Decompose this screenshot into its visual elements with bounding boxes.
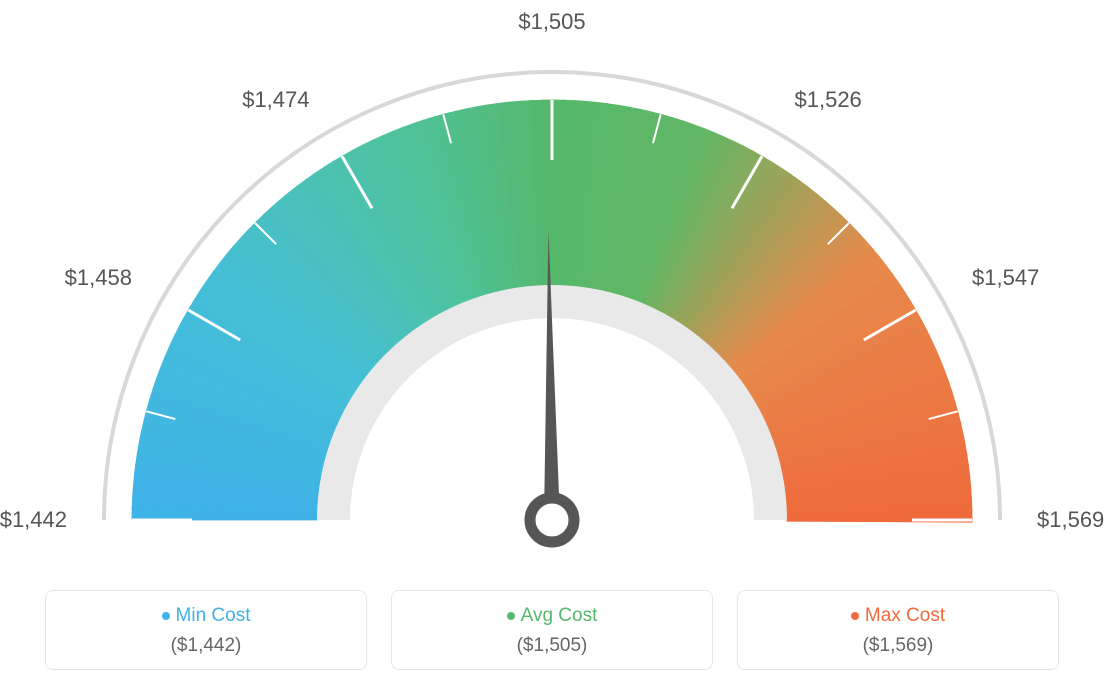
gauge-area: $1,442 $1,458 $1,474 $1,505 $1,526 $1,547 $1,5… <box>0 0 1104 560</box>
legend-title-text-max: Max Cost <box>865 605 945 626</box>
gauge-tick-label: $1,569 <box>1037 507 1104 533</box>
legend-dot-min <box>162 612 170 620</box>
legend-title-text-avg: Avg Cost <box>521 605 598 626</box>
chart-container: $1,442 $1,458 $1,474 $1,505 $1,526 $1,547 $1,5… <box>0 0 1104 690</box>
gauge-tick-label: $1,474 <box>242 87 309 113</box>
legend-title-min: Min Cost <box>46 605 366 627</box>
legend-title-avg: Avg Cost <box>392 605 712 627</box>
gauge-tick-label: $1,442 <box>0 507 67 533</box>
legend-card-avg: Avg Cost ($1,505) <box>391 590 713 670</box>
legend-row: Min Cost ($1,442) Avg Cost ($1,505) Max … <box>0 590 1104 670</box>
gauge-tick-label: $1,547 <box>972 265 1039 291</box>
legend-value-min: ($1,442) <box>46 635 366 657</box>
gauge-tick-label: $1,526 <box>795 87 862 113</box>
gauge-tick-label: $1,458 <box>65 265 132 291</box>
gauge-tick-label: $1,505 <box>518 9 585 35</box>
legend-card-min: Min Cost ($1,442) <box>45 590 367 670</box>
legend-value-max: ($1,569) <box>738 635 1058 657</box>
gauge-needle-hub <box>530 498 574 542</box>
legend-dot-max <box>851 612 859 620</box>
legend-dot-avg <box>507 612 515 620</box>
legend-title-max: Max Cost <box>738 605 1058 627</box>
legend-title-text-min: Min Cost <box>176 605 251 626</box>
gauge-svg <box>0 0 1104 560</box>
legend-card-max: Max Cost ($1,569) <box>737 590 1059 670</box>
legend-value-avg: ($1,505) <box>392 635 712 657</box>
